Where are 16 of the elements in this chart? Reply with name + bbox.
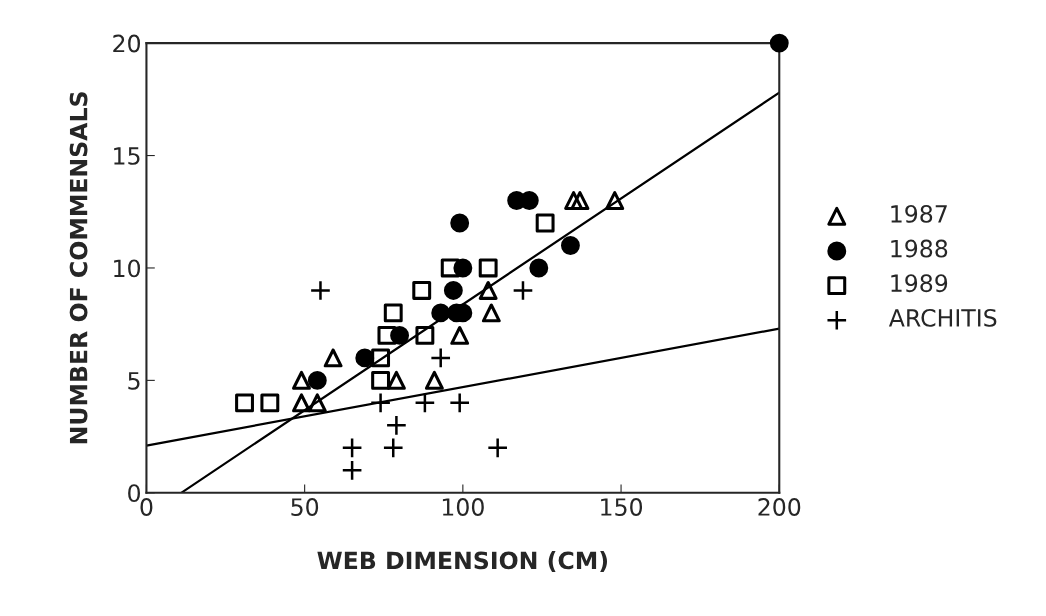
legend-label: 1989 — [891, 274, 948, 293]
y-axis-title: NUMBER OF COMMENSALS — [69, 92, 88, 444]
legend-label: 1987 — [891, 204, 947, 223]
y-tick-label: 5 — [128, 372, 140, 390]
x-axis-title: WEB DIMENSION (CM) — [317, 551, 608, 573]
y-tick-label: 0 — [128, 484, 141, 503]
y-tick-label: 20 — [113, 34, 141, 53]
legend-label: 1988 — [891, 239, 948, 258]
y-tick-label: 15 — [114, 147, 140, 165]
y-tick-label: 10 — [114, 259, 141, 278]
x-tick-label: 150 — [601, 498, 643, 516]
x-tick-label: 100 — [442, 498, 484, 516]
x-tick-label: 0 — [140, 498, 153, 516]
x-tick-label: 200 — [758, 498, 801, 516]
x-tick-label: 50 — [291, 498, 319, 516]
legend-label: ARCHITIS — [888, 308, 997, 327]
